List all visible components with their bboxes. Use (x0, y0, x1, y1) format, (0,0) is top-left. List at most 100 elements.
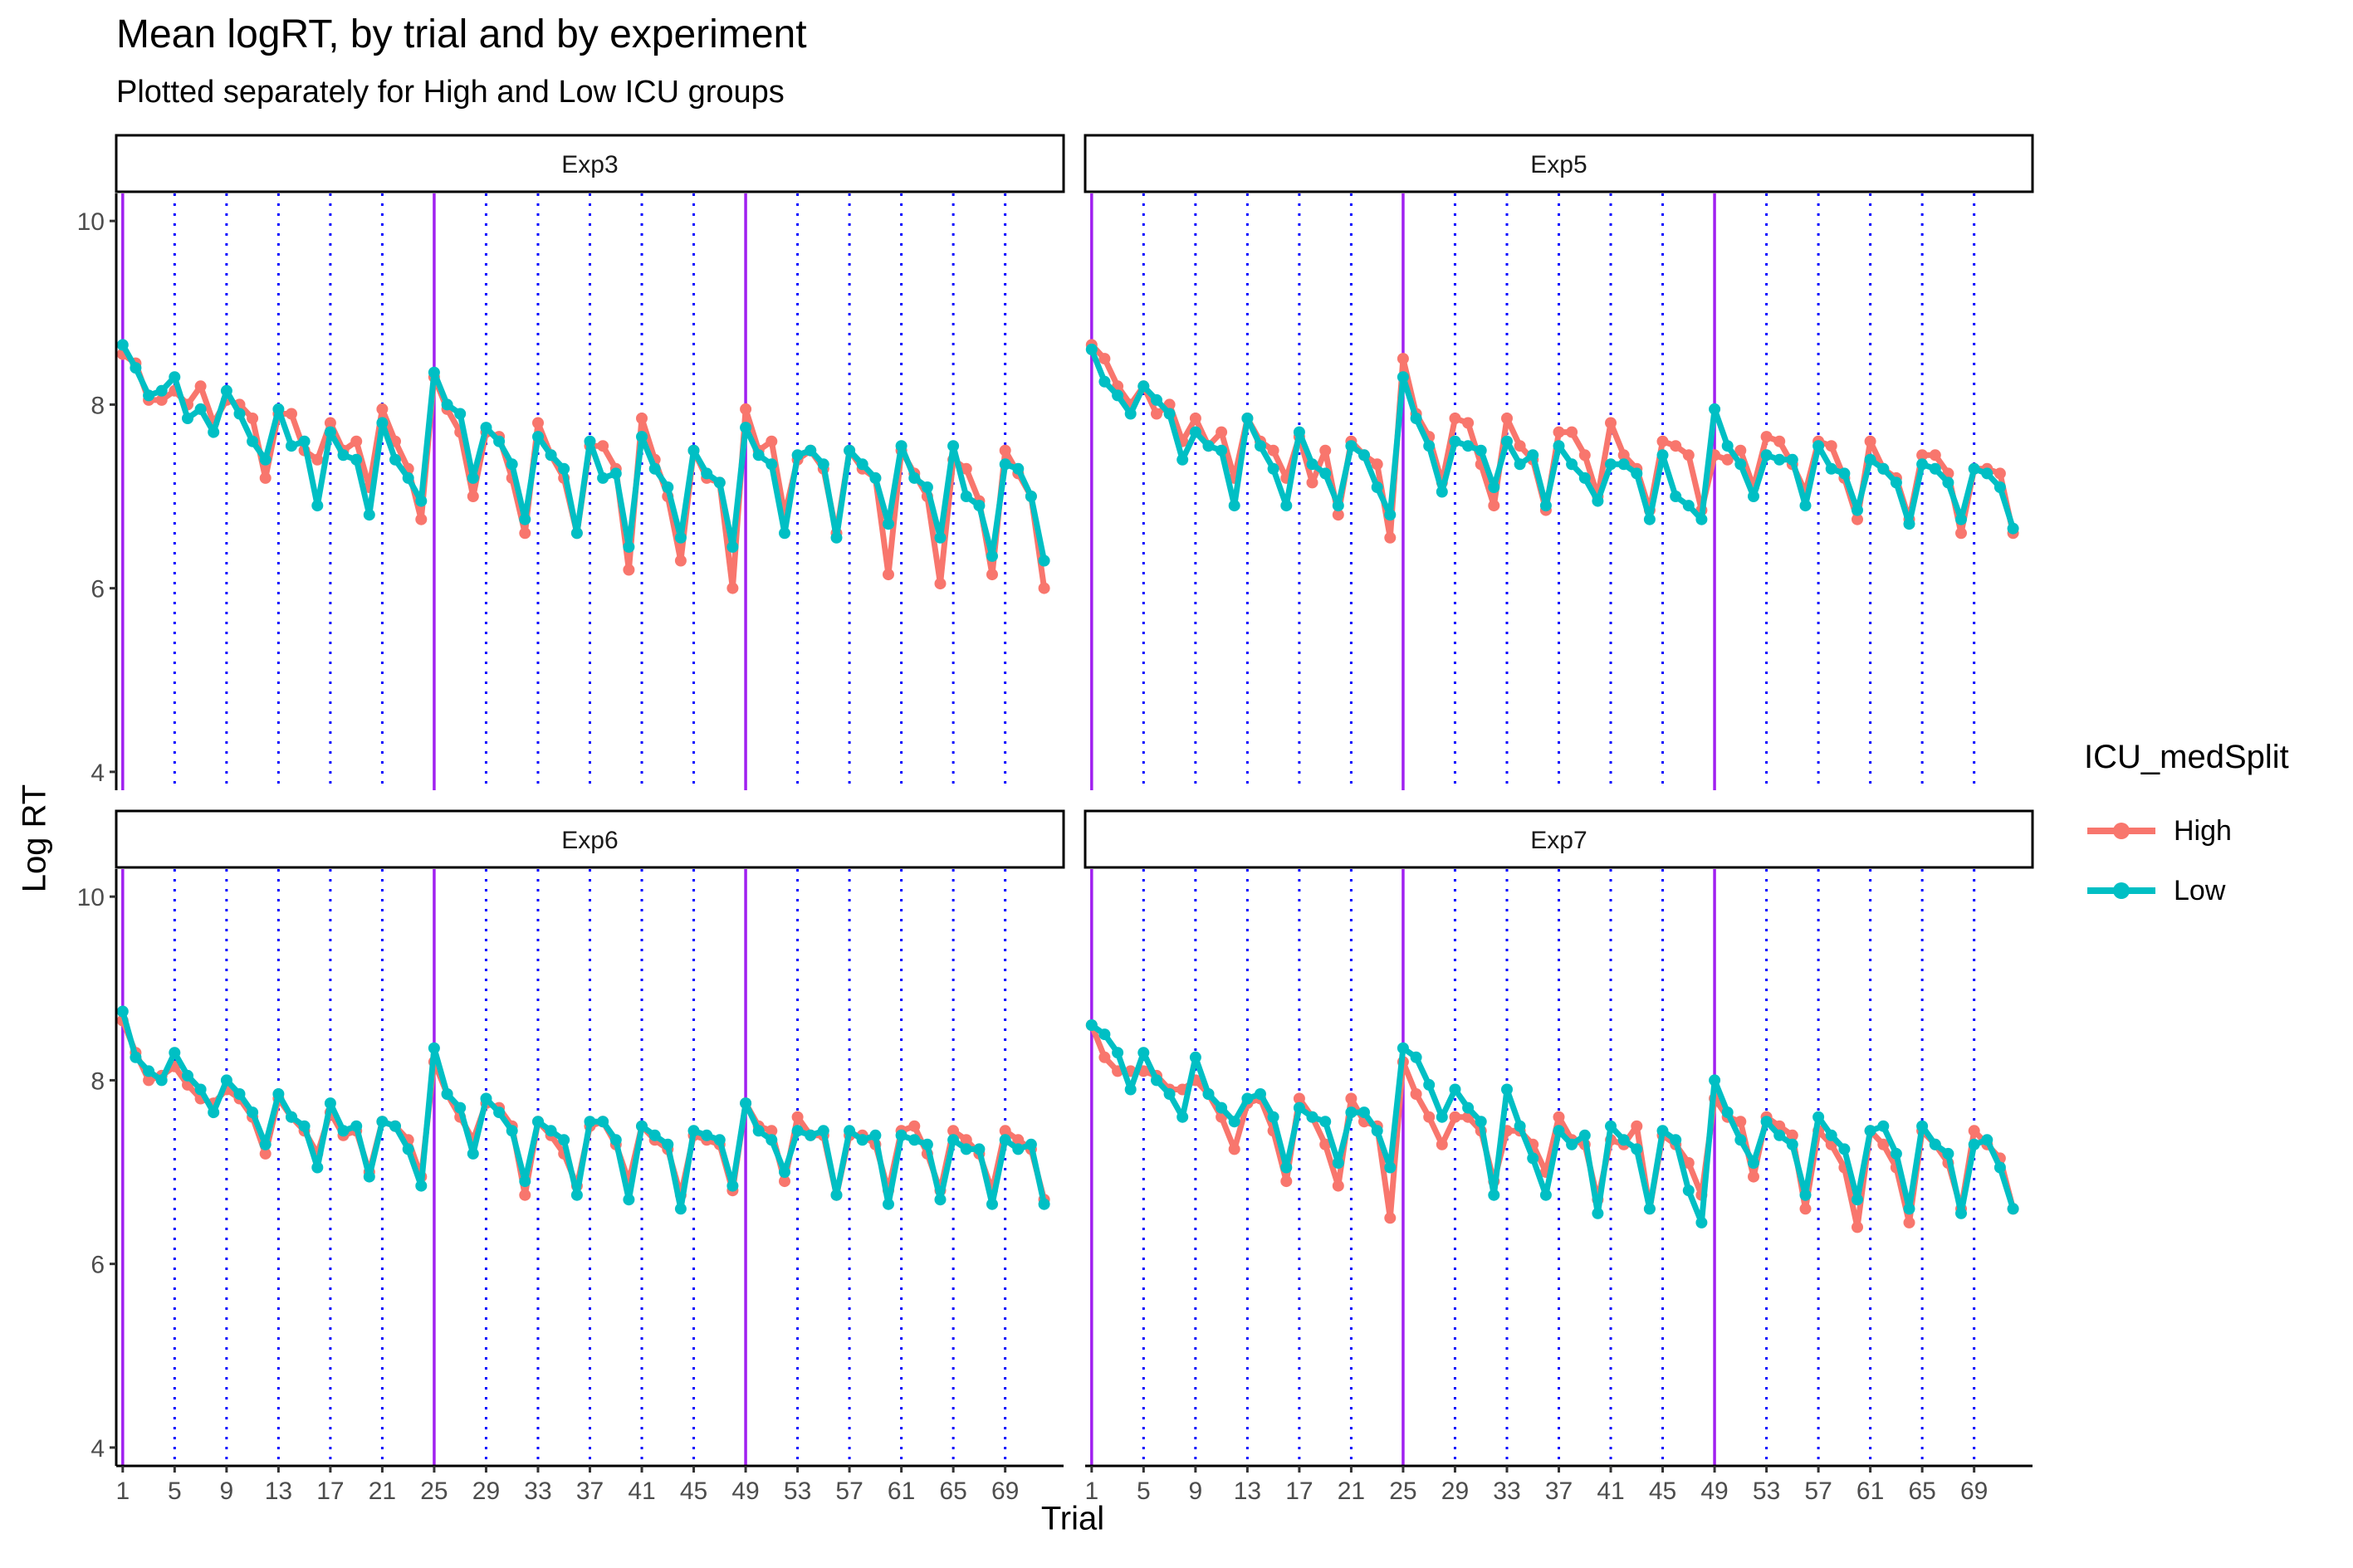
point-exp3-low-66 (960, 491, 972, 502)
panel-exp3: Exp3 4 6 8 10 (77, 134, 1065, 790)
point-exp7-low-41 (1605, 1120, 1617, 1132)
point-exp5-low-58 (1825, 462, 1837, 475)
point-exp5-low-66 (1929, 462, 1941, 475)
point-exp7-low-63 (1890, 1147, 1902, 1160)
y-tick-label-exp6-8: 8 (90, 1067, 105, 1095)
point-exp3-low-40 (623, 540, 635, 553)
point-exp3-low-67 (973, 500, 986, 512)
point-exp6-low-53 (791, 1125, 804, 1137)
point-exp3-low-46 (701, 467, 713, 480)
point-exp3-low-43 (662, 481, 674, 493)
point-exp3-low-69 (999, 458, 1011, 471)
point-exp5-low-22 (1358, 449, 1370, 462)
point-exp5-high-39 (1578, 449, 1591, 462)
point-exp7-low-65 (1916, 1120, 1929, 1132)
point-exp7-low-59 (1838, 1143, 1851, 1155)
point-exp7-low-10 (1202, 1088, 1215, 1100)
x-tick-label-exp6-53: 53 (784, 1478, 811, 1505)
point-exp5-high-58 (1825, 440, 1837, 452)
strip-exp7 (1084, 809, 2034, 869)
point-exp6-high-52 (779, 1175, 790, 1188)
point-exp3-high-4 (155, 393, 168, 406)
point-exp3-low-56 (830, 531, 843, 544)
chart-title: Mean logRT, by trial and by experiment (116, 12, 807, 56)
point-exp6-high-66 (960, 1134, 972, 1146)
point-exp3-low-53 (791, 449, 804, 462)
point-exp6-low-19 (350, 1120, 363, 1132)
point-exp5-low-14 (1255, 440, 1266, 452)
point-exp3-low-24 (415, 495, 428, 507)
point-exp5-low-48 (1695, 513, 1708, 525)
point-exp6-low-7 (194, 1083, 207, 1096)
point-exp7-low-1 (1085, 1019, 1098, 1031)
point-exp7-low-25 (1397, 1042, 1409, 1054)
point-exp7-low-29 (1449, 1083, 1461, 1096)
point-exp3-low-37 (584, 435, 596, 447)
point-exp3-low-36 (570, 527, 583, 540)
legend-item-high: High (2084, 801, 2289, 861)
strip-exp3 (115, 134, 1065, 193)
point-exp3-low-10 (233, 408, 246, 420)
point-exp7-low-44 (1643, 1203, 1656, 1215)
point-exp3-low-16 (311, 500, 324, 512)
point-exp7-low-28 (1436, 1111, 1448, 1123)
point-exp6-low-31 (506, 1125, 518, 1137)
point-exp6-low-68 (986, 1198, 998, 1210)
point-exp7-low-8 (1176, 1111, 1189, 1123)
series-line-exp6-low (120, 1009, 1048, 1212)
point-exp3-low-14 (286, 440, 297, 452)
point-exp5-low-68 (1955, 513, 1967, 525)
point-exp5-high-6 (1151, 408, 1162, 420)
point-exp5-low-37 (1553, 440, 1565, 452)
point-exp6-high-70 (1012, 1134, 1025, 1146)
x-tick-label-exp6-61: 61 (888, 1478, 915, 1505)
point-exp3-low-8 (208, 426, 220, 438)
point-exp7-low-49 (1709, 1074, 1721, 1087)
point-exp7-low-6 (1151, 1074, 1162, 1087)
point-exp3-low-38 (597, 471, 609, 484)
x-tick-label-exp7-41: 41 (1597, 1478, 1624, 1505)
point-exp6-low-15 (298, 1120, 311, 1132)
point-exp7-low-34 (1514, 1120, 1526, 1132)
series-line-exp7-high (1088, 1022, 2017, 1230)
point-exp7-low-5 (1137, 1047, 1150, 1059)
point-exp7-low-11 (1216, 1102, 1228, 1114)
point-exp6-low-52 (779, 1166, 790, 1178)
point-exp7-high-16 (1280, 1175, 1293, 1188)
point-exp5-low-29 (1449, 435, 1461, 447)
point-exp6-low-11 (247, 1106, 259, 1119)
point-exp3-high-21 (376, 403, 389, 415)
point-exp5-high-45 (1656, 435, 1669, 447)
point-exp3-high-41 (636, 413, 648, 424)
point-exp7-low-56 (1799, 1189, 1812, 1201)
x-tick-label-exp6-49: 49 (731, 1478, 759, 1505)
point-exp3-low-44 (674, 531, 687, 544)
point-exp5-low-35 (1527, 449, 1539, 462)
point-exp5-low-13 (1241, 413, 1254, 424)
point-exp7-low-67 (1942, 1147, 1954, 1160)
point-exp7-low-3 (1112, 1047, 1124, 1059)
legend-swatch-high (2087, 823, 2155, 839)
point-exp7-low-32 (1488, 1189, 1500, 1201)
point-exp3-low-65 (947, 440, 960, 452)
point-exp5-low-70 (1981, 467, 1993, 480)
point-exp6-low-63 (921, 1138, 933, 1150)
point-exp6-low-58 (856, 1134, 868, 1146)
point-exp3-high-12 (259, 471, 272, 484)
point-exp6-low-20 (363, 1170, 375, 1183)
y-tick-label-exp3-8: 8 (90, 392, 105, 419)
point-exp5-low-31 (1475, 444, 1487, 457)
point-exp5-low-57 (1812, 440, 1825, 452)
point-exp3-low-64 (934, 531, 947, 544)
point-exp5-low-60 (1852, 504, 1863, 516)
point-exp3-low-59 (869, 471, 882, 484)
point-exp3-high-33 (532, 417, 544, 429)
point-exp5-high-66 (1929, 449, 1941, 462)
point-exp3-low-21 (376, 417, 389, 429)
legend-swatch-low (2087, 882, 2155, 899)
point-exp6-low-60 (883, 1198, 894, 1210)
point-exp6-low-64 (934, 1194, 947, 1206)
point-exp5-high-46 (1670, 440, 1682, 452)
point-exp7-low-14 (1255, 1088, 1266, 1100)
point-exp5-low-30 (1462, 440, 1475, 452)
